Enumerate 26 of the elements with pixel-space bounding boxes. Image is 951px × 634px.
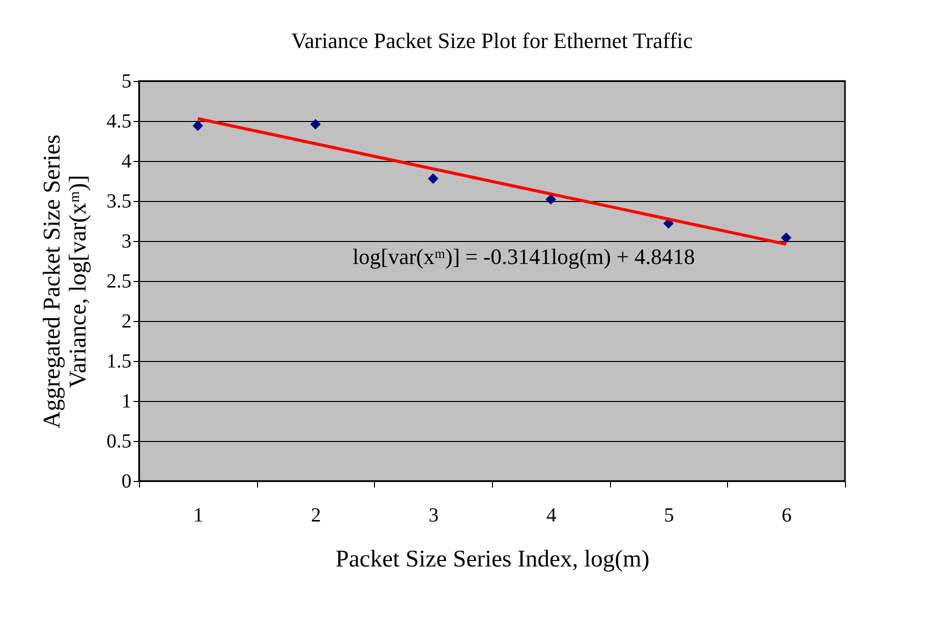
y-tick-label: 1.5 bbox=[106, 350, 132, 372]
x-tick-label: 1 bbox=[193, 504, 204, 526]
y-tick-label: 5 bbox=[122, 70, 132, 92]
point bbox=[192, 120, 204, 132]
x-tick-label: 4 bbox=[546, 504, 556, 526]
y-tick-label: 4 bbox=[122, 150, 132, 172]
point bbox=[310, 118, 321, 130]
y-tick-label: 0 bbox=[122, 470, 132, 492]
x-tick-label: 3 bbox=[428, 504, 439, 526]
x-tick-label: 6 bbox=[782, 504, 792, 526]
x-axis-title: Packet Size Series Index, log(m) bbox=[336, 546, 650, 572]
y-tick-label: 3.5 bbox=[106, 190, 132, 212]
point bbox=[780, 232, 792, 244]
chart-title: Variance Packet Size Plot for Ethernet Traffic bbox=[291, 28, 694, 53]
y-tick-label: 4.5 bbox=[106, 110, 132, 132]
annotation: log[var(xᵐ)] = -0.3141log(m) + 4.8418 bbox=[352, 244, 695, 269]
y-axis-title: Aggregated Packet Size Series Variance, log[var(xᵐ)] bbox=[40, 134, 92, 428]
x-tick-label: 2 bbox=[311, 504, 321, 526]
x-tick-label: 5 bbox=[664, 504, 674, 526]
y-tick-label: 2.5 bbox=[106, 270, 132, 292]
y-tick-label: 3 bbox=[122, 230, 132, 252]
point bbox=[428, 173, 438, 184]
y-tick-label: 2 bbox=[122, 310, 132, 332]
point bbox=[546, 194, 556, 205]
y-tick-label: 0.5 bbox=[106, 430, 132, 452]
y-tick-label: 1 bbox=[122, 390, 132, 412]
